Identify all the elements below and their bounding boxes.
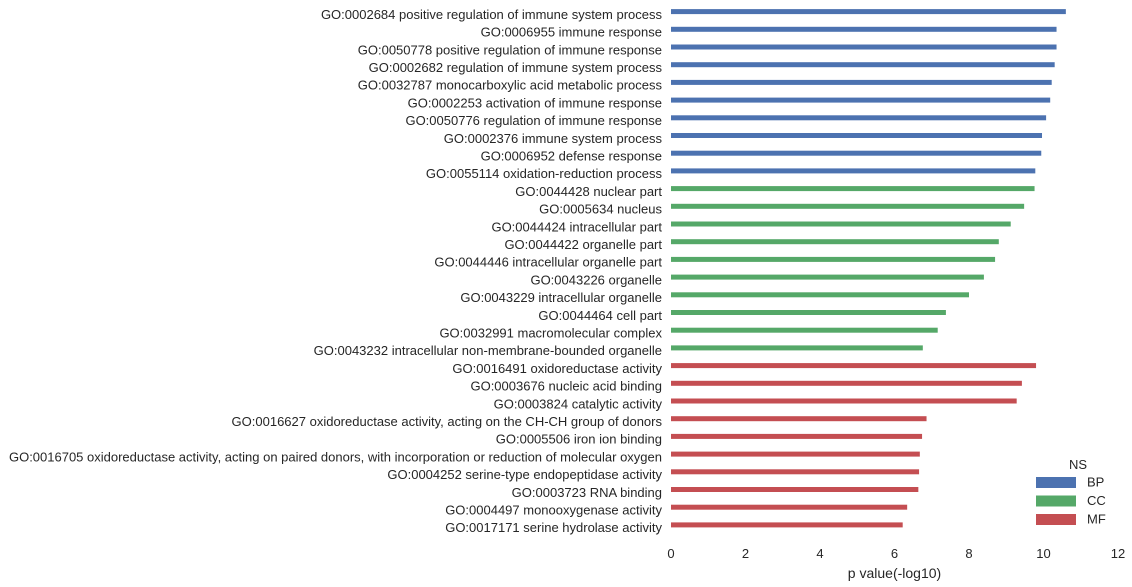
bar-cc [671, 186, 1035, 192]
bar-bp [671, 62, 1055, 68]
bar-cc [671, 327, 938, 333]
bar-mf [671, 504, 908, 510]
bar-mf [671, 451, 920, 457]
bar-cc [671, 310, 946, 315]
category-label: GO:0044428 nuclear part [515, 184, 662, 199]
bar-mf [671, 522, 903, 528]
bar-bp [671, 150, 1042, 156]
category-label: GO:0002684 positive regulation of immune… [321, 7, 663, 22]
category-label: GO:0003824 catalytic activity [494, 396, 663, 411]
category-label: GO:0016627 oxidoreductase activity, acti… [232, 414, 663, 429]
bar-bp [671, 168, 1036, 174]
category-label: GO:0044424 intracellular part [491, 219, 662, 234]
bar-cc [671, 221, 1011, 227]
bar-bp [671, 115, 1047, 121]
category-label: GO:0032991 macromolecular complex [439, 326, 662, 341]
category-label: GO:0016705 oxidoreductase activity, acti… [9, 449, 662, 464]
bar-cc [671, 256, 996, 262]
category-label: GO:0055114 oxidation-reduction process [426, 166, 663, 181]
category-label: GO:0002253 activation of immune response [408, 95, 662, 110]
legend-swatch-cc [1036, 495, 1076, 507]
x-tick-label: 0 [667, 546, 674, 561]
bar-mf [671, 487, 919, 492]
bar-cc [671, 274, 984, 280]
legend-label-cc: CC [1087, 493, 1106, 508]
category-label: GO:0002376 immune system process [444, 131, 663, 146]
bar-bp [671, 9, 1066, 15]
bar-cc [671, 292, 969, 298]
x-tick-label: 4 [816, 546, 823, 561]
bar-cc [671, 203, 1025, 209]
legend-title: NS [1069, 457, 1087, 472]
category-label: GO:0044446 intracellular organelle part [434, 255, 662, 270]
category-label: GO:0003676 nucleic acid binding [470, 379, 662, 394]
x-axis-label: p value(-log10) [848, 565, 941, 581]
category-label: GO:0005634 nucleus [539, 202, 662, 217]
bar-mf [671, 416, 927, 422]
category-label: GO:0044464 cell part [538, 308, 662, 323]
category-label: GO:0004252 serine-type endopeptidase act… [387, 467, 662, 482]
category-label: GO:0043232 intracellular non-membrane-bo… [314, 343, 662, 358]
bar-bp [671, 26, 1057, 32]
legend-label-mf: MF [1087, 512, 1106, 527]
x-tick-label: 6 [891, 546, 898, 561]
category-label: GO:0006955 immune response [481, 25, 662, 40]
category-labels-group: GO:0002684 positive regulation of immune… [9, 7, 663, 535]
category-label: GO:0050778 positive regulation of immune… [358, 42, 662, 57]
bar-cc [671, 345, 923, 351]
category-label: GO:0017171 serine hydrolase activity [445, 520, 662, 535]
category-label: GO:0043229 intracellular organelle [460, 290, 662, 305]
bar-bp [671, 97, 1051, 103]
category-label: GO:0004497 monooxygenase activity [445, 503, 662, 518]
legend: NS BP CC MF [1036, 457, 1106, 527]
x-tick-label: 8 [965, 546, 972, 561]
bar-bp [671, 133, 1043, 138]
category-label: GO:0002682 regulation of immune system p… [369, 60, 663, 75]
x-tick-label: 10 [1036, 546, 1050, 561]
bar-mf [671, 363, 1037, 369]
x-tick-labels-group: 0 2 4 6 8 10 12 [667, 546, 1125, 561]
bar-mf [671, 380, 1022, 386]
category-label: GO:0032787 monocarboxylic acid metabolic… [358, 78, 663, 93]
bar-bp [671, 44, 1057, 50]
legend-swatch-mf [1036, 514, 1076, 525]
bar-cc [671, 239, 999, 245]
bars-group [671, 9, 1066, 528]
category-label: GO:0044422 organelle part [504, 237, 662, 252]
x-tick-label: 2 [742, 546, 749, 561]
bar-mf [671, 469, 920, 475]
legend-label-bp: BP [1087, 475, 1104, 490]
legend-swatch-bp [1036, 477, 1076, 488]
bar-mf [671, 433, 923, 439]
category-label: GO:0006952 defense response [481, 149, 662, 164]
x-tick-label: 12 [1111, 546, 1125, 561]
category-label: GO:0005506 iron ion binding [496, 432, 662, 447]
category-label: GO:0016491 oxidoreductase activity [452, 361, 662, 376]
bar-bp [671, 79, 1052, 85]
category-label: GO:0050776 regulation of immune response [405, 113, 662, 128]
category-label: GO:0003723 RNA binding [512, 485, 662, 500]
category-label: GO:0043226 organelle [530, 272, 662, 287]
bar-mf [671, 398, 1017, 404]
